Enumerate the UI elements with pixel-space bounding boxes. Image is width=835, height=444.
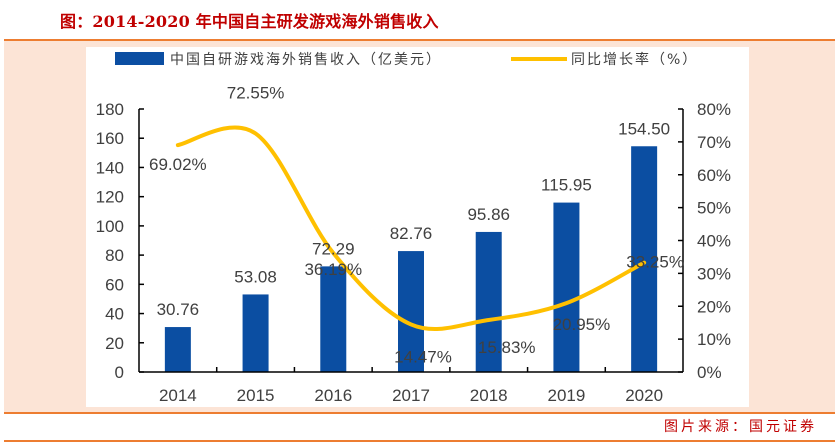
figure-title: 图：2014-2020 年中国自主研发游戏海外销售收入 [60, 12, 439, 31]
legend-swatch-revenue [115, 52, 164, 65]
right-tick-label: 50% [697, 199, 731, 218]
growth-value-label: 72.55% [227, 83, 285, 102]
bar-value-label: 72.29 [312, 239, 355, 258]
left-tick-label: 120 [96, 188, 124, 207]
legend: 中国自研游戏海外销售收入（亿美元） 同比增长率（%） [115, 51, 698, 68]
growth-value-label: 33.25% [626, 253, 684, 272]
x-tick-label: 2016 [314, 386, 352, 405]
right-tick-label: 40% [697, 232, 731, 251]
bar-value-label: 82.76 [390, 224, 433, 243]
bar-2016 [320, 266, 347, 372]
top-divider [4, 39, 835, 41]
right-tick-label: 0% [697, 363, 722, 382]
left-tick-label: 20 [105, 334, 124, 353]
left-tick-label: 160 [96, 129, 124, 148]
x-tick-label: 2015 [237, 386, 275, 405]
footer-divider [4, 440, 835, 442]
x-tick-label: 2019 [548, 386, 586, 405]
left-tick-label: 180 [96, 100, 124, 119]
x-tick-label: 2017 [392, 386, 430, 405]
bar-value-label: 53.08 [234, 267, 277, 286]
growth-value-label: 36.19% [304, 260, 362, 279]
x-tick-label: 2018 [470, 386, 508, 405]
right-tick-label: 30% [697, 264, 731, 283]
bar-value-label: 115.95 [541, 176, 592, 195]
left-tick-label: 80 [105, 246, 124, 265]
left-tick-label: 140 [96, 158, 124, 177]
growth-value-label: 20.95% [553, 315, 611, 334]
bar-2015 [242, 294, 269, 372]
growth-value-label: 14.47% [394, 347, 452, 366]
bar-2019 [553, 202, 580, 372]
bar-2018 [475, 231, 502, 372]
figure-source: 图片来源：国元证券 [664, 419, 817, 435]
x-tick-label: 2020 [625, 386, 663, 405]
left-tick-label: 40 [105, 305, 124, 324]
legend-label-growth: 同比增长率（%） [571, 51, 698, 68]
right-tick-label: 10% [697, 330, 731, 349]
bar-2020 [631, 146, 658, 372]
right-tick-label: 60% [697, 166, 731, 185]
bar-value-label: 95.86 [467, 205, 510, 224]
right-tick-label: 70% [697, 133, 731, 152]
bottom-divider [4, 412, 835, 414]
left-tick-label: 60 [105, 275, 124, 294]
left-tick-label: 100 [96, 217, 124, 236]
growth-value-label: 15.83% [478, 338, 536, 357]
bar-value-label: 154.50 [618, 119, 670, 138]
legend-label-revenue: 中国自研游戏海外销售收入（亿美元） [170, 52, 442, 68]
x-tick-label: 2014 [159, 386, 197, 405]
right-tick-label: 20% [697, 297, 731, 316]
right-tick-label: 80% [697, 100, 731, 119]
growth-value-label: 69.02% [149, 155, 207, 174]
bar-2017 [398, 251, 424, 372]
bar-value-label: 30.76 [157, 300, 200, 319]
left-tick-label: 0 [115, 363, 124, 382]
bar-2014 [164, 327, 191, 372]
